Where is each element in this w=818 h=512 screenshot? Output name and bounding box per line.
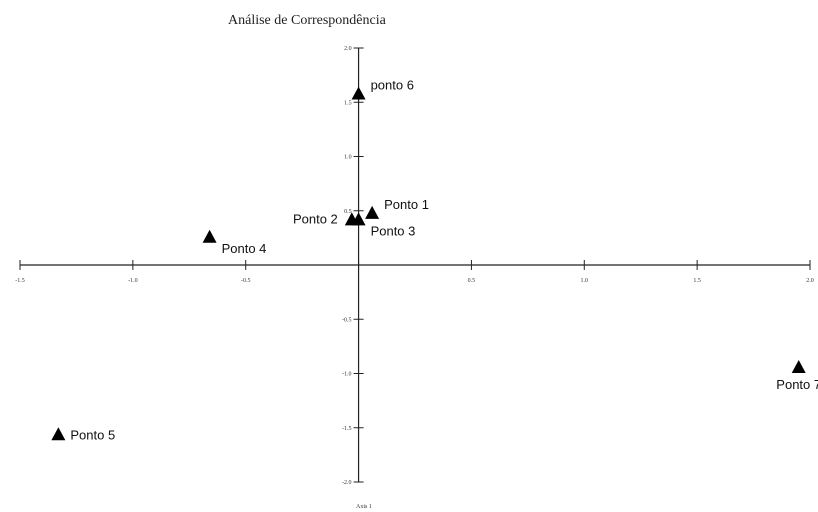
- y-tick-label: 0.5: [344, 209, 352, 215]
- triangle-marker: [351, 86, 366, 100]
- y-tick-label: 1.5: [344, 100, 352, 106]
- triangle-marker: [351, 212, 366, 226]
- point-label: Ponto 5: [70, 427, 115, 442]
- point-label: Ponto 2: [293, 211, 338, 226]
- y-tick-label: -1.0: [342, 372, 352, 378]
- point-label: ponto 6: [371, 78, 414, 93]
- bottom-axis-caption: Axis 1: [356, 504, 372, 510]
- triangle-marker: [202, 229, 217, 243]
- x-tick-label: -1.5: [15, 278, 25, 284]
- triangle-marker: [791, 359, 806, 373]
- y-tick-label: -1.5: [342, 426, 352, 432]
- axes: [20, 48, 810, 482]
- x-tick-label: 2.0: [806, 278, 814, 284]
- data-points: Ponto 1 Ponto 2 Ponto 3 Ponto 4 Ponto 5 ponto…: [51, 78, 818, 442]
- x-tick-label: 0.5: [468, 278, 476, 284]
- point-label: Ponto 3: [371, 223, 416, 238]
- y-tick-label: -0.5: [342, 317, 352, 323]
- x-tick-label: -1.0: [128, 278, 138, 284]
- triangle-marker: [51, 427, 66, 441]
- ticks: -1.5 -1.0 -0.5 0.5 1.0 1.5 2.0 2.0 1.5 1.0 0.5 -0.5…: [15, 46, 814, 486]
- x-tick-label: -0.5: [241, 278, 251, 284]
- x-tick-label: 1.5: [693, 278, 701, 284]
- triangle-marker: [365, 205, 380, 219]
- chart-title: Análise de Correspondência: [228, 13, 387, 28]
- x-tick-label: 1.0: [581, 278, 589, 284]
- point-label: Ponto 7: [776, 377, 818, 392]
- point-label: Ponto 1: [384, 197, 429, 212]
- y-tick-label: 2.0: [344, 46, 352, 52]
- y-tick-label: 1.0: [344, 155, 352, 161]
- point-label: Ponto 4: [222, 241, 267, 256]
- y-tick-label: -2.0: [342, 480, 352, 486]
